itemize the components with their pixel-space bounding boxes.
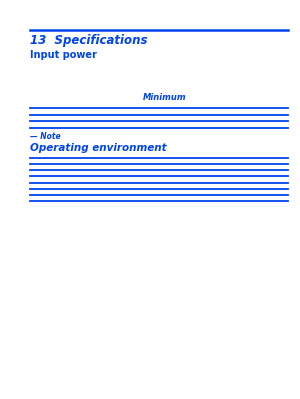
Text: 13  Specifications: 13 Specifications [30, 34, 148, 47]
Text: Minimum: Minimum [143, 93, 187, 102]
Text: Operating environment: Operating environment [30, 143, 167, 154]
Text: — Note: — Note [30, 132, 61, 141]
Text: Input power: Input power [30, 50, 97, 60]
